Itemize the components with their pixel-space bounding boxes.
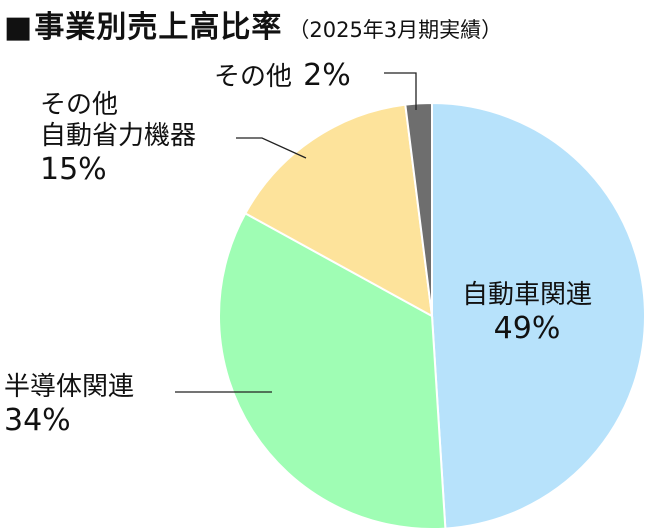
- slice-name: 自動車関連: [461, 280, 592, 310]
- pie-slice-other: [404, 101, 433, 317]
- slice-name: 半導体関連: [4, 372, 135, 402]
- slice-label-automotive: 自動車関連 49%: [452, 280, 602, 347]
- leader-line-other: [384, 72, 417, 110]
- chart-title: ■ 事業別売上高比率 （2025年3月期実績）: [4, 2, 502, 46]
- title-square-icon: ■: [4, 10, 33, 45]
- slice-name: その他: [214, 62, 293, 92]
- slice-name-line-2: 自動省力機器: [40, 121, 197, 152]
- slice-label-other: その他 2%: [214, 58, 351, 94]
- slice-label-automation-equipment: その他 自動省力機器 15%: [40, 90, 196, 188]
- leader-line-automation-equipment: [236, 137, 307, 159]
- slice-percent: 2%: [303, 58, 351, 93]
- slice-percent: 49%: [493, 311, 561, 347]
- slice-percent: 15%: [40, 152, 107, 188]
- slice-percent: 34%: [4, 403, 71, 439]
- chart-title-sub: （2025年3月期実績）: [288, 18, 503, 42]
- chart-title-main: 事業別売上高比率: [34, 10, 283, 45]
- pie-slice-automotive: [431, 101, 646, 530]
- slice-label-semiconductor: 半導体関連 34%: [4, 372, 134, 439]
- slice-name-line-1: その他: [40, 90, 119, 120]
- pie-slice-automation-equipment: [243, 103, 434, 318]
